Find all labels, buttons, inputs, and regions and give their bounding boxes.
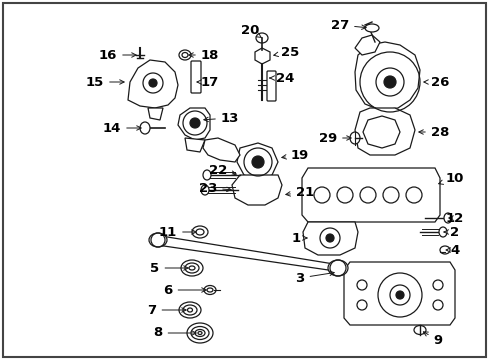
Text: 8: 8 bbox=[153, 327, 196, 339]
Ellipse shape bbox=[179, 302, 201, 318]
Text: 17: 17 bbox=[197, 76, 219, 89]
Ellipse shape bbox=[349, 132, 359, 144]
Text: 19: 19 bbox=[281, 149, 308, 162]
Ellipse shape bbox=[192, 226, 207, 238]
Text: 10: 10 bbox=[438, 171, 463, 185]
Ellipse shape bbox=[140, 122, 150, 134]
Text: 21: 21 bbox=[285, 185, 313, 198]
Circle shape bbox=[149, 79, 157, 87]
Circle shape bbox=[190, 118, 200, 128]
Ellipse shape bbox=[181, 260, 203, 276]
Ellipse shape bbox=[186, 323, 213, 343]
Ellipse shape bbox=[439, 246, 449, 254]
Text: 5: 5 bbox=[150, 261, 188, 274]
Circle shape bbox=[251, 156, 264, 168]
Polygon shape bbox=[155, 235, 341, 272]
Circle shape bbox=[325, 234, 333, 242]
Polygon shape bbox=[302, 168, 439, 222]
Text: 23: 23 bbox=[199, 181, 231, 194]
Text: 3: 3 bbox=[295, 271, 333, 284]
Polygon shape bbox=[354, 35, 379, 55]
Polygon shape bbox=[362, 116, 399, 148]
Ellipse shape bbox=[413, 325, 425, 334]
Text: 12: 12 bbox=[445, 212, 463, 225]
Text: 29: 29 bbox=[318, 131, 350, 144]
Ellipse shape bbox=[201, 185, 208, 195]
Text: 27: 27 bbox=[330, 18, 366, 32]
Polygon shape bbox=[303, 222, 357, 255]
Circle shape bbox=[395, 291, 403, 299]
Ellipse shape bbox=[179, 50, 191, 60]
Ellipse shape bbox=[149, 233, 167, 247]
Text: 14: 14 bbox=[102, 122, 141, 135]
Ellipse shape bbox=[438, 227, 446, 237]
Text: 22: 22 bbox=[208, 163, 236, 176]
Text: 2: 2 bbox=[443, 225, 459, 239]
Ellipse shape bbox=[443, 213, 451, 223]
Ellipse shape bbox=[364, 24, 378, 32]
Polygon shape bbox=[178, 108, 209, 140]
Ellipse shape bbox=[203, 170, 210, 180]
Text: 13: 13 bbox=[203, 112, 239, 125]
Text: 4: 4 bbox=[445, 243, 459, 257]
Ellipse shape bbox=[203, 285, 216, 294]
Polygon shape bbox=[237, 143, 278, 180]
Text: 28: 28 bbox=[418, 126, 448, 139]
Text: 15: 15 bbox=[86, 76, 124, 89]
Text: 18: 18 bbox=[188, 49, 219, 62]
FancyBboxPatch shape bbox=[266, 71, 275, 101]
Polygon shape bbox=[148, 108, 163, 120]
Polygon shape bbox=[231, 175, 282, 205]
Polygon shape bbox=[128, 60, 178, 108]
Text: 25: 25 bbox=[273, 45, 299, 59]
Text: 1: 1 bbox=[291, 231, 306, 244]
Text: 26: 26 bbox=[423, 76, 448, 89]
Polygon shape bbox=[354, 42, 419, 110]
Text: 16: 16 bbox=[99, 49, 136, 62]
Polygon shape bbox=[343, 262, 454, 325]
Polygon shape bbox=[184, 138, 204, 152]
Text: 24: 24 bbox=[269, 72, 294, 85]
Text: 9: 9 bbox=[423, 332, 442, 346]
Polygon shape bbox=[354, 108, 414, 155]
Text: 11: 11 bbox=[159, 225, 196, 239]
Polygon shape bbox=[203, 138, 240, 162]
Text: 20: 20 bbox=[240, 23, 262, 38]
Text: 7: 7 bbox=[147, 303, 186, 316]
Ellipse shape bbox=[256, 33, 267, 43]
Text: 6: 6 bbox=[163, 284, 206, 297]
Polygon shape bbox=[254, 48, 269, 64]
FancyBboxPatch shape bbox=[191, 61, 201, 93]
Ellipse shape bbox=[327, 260, 347, 276]
Circle shape bbox=[383, 76, 395, 88]
